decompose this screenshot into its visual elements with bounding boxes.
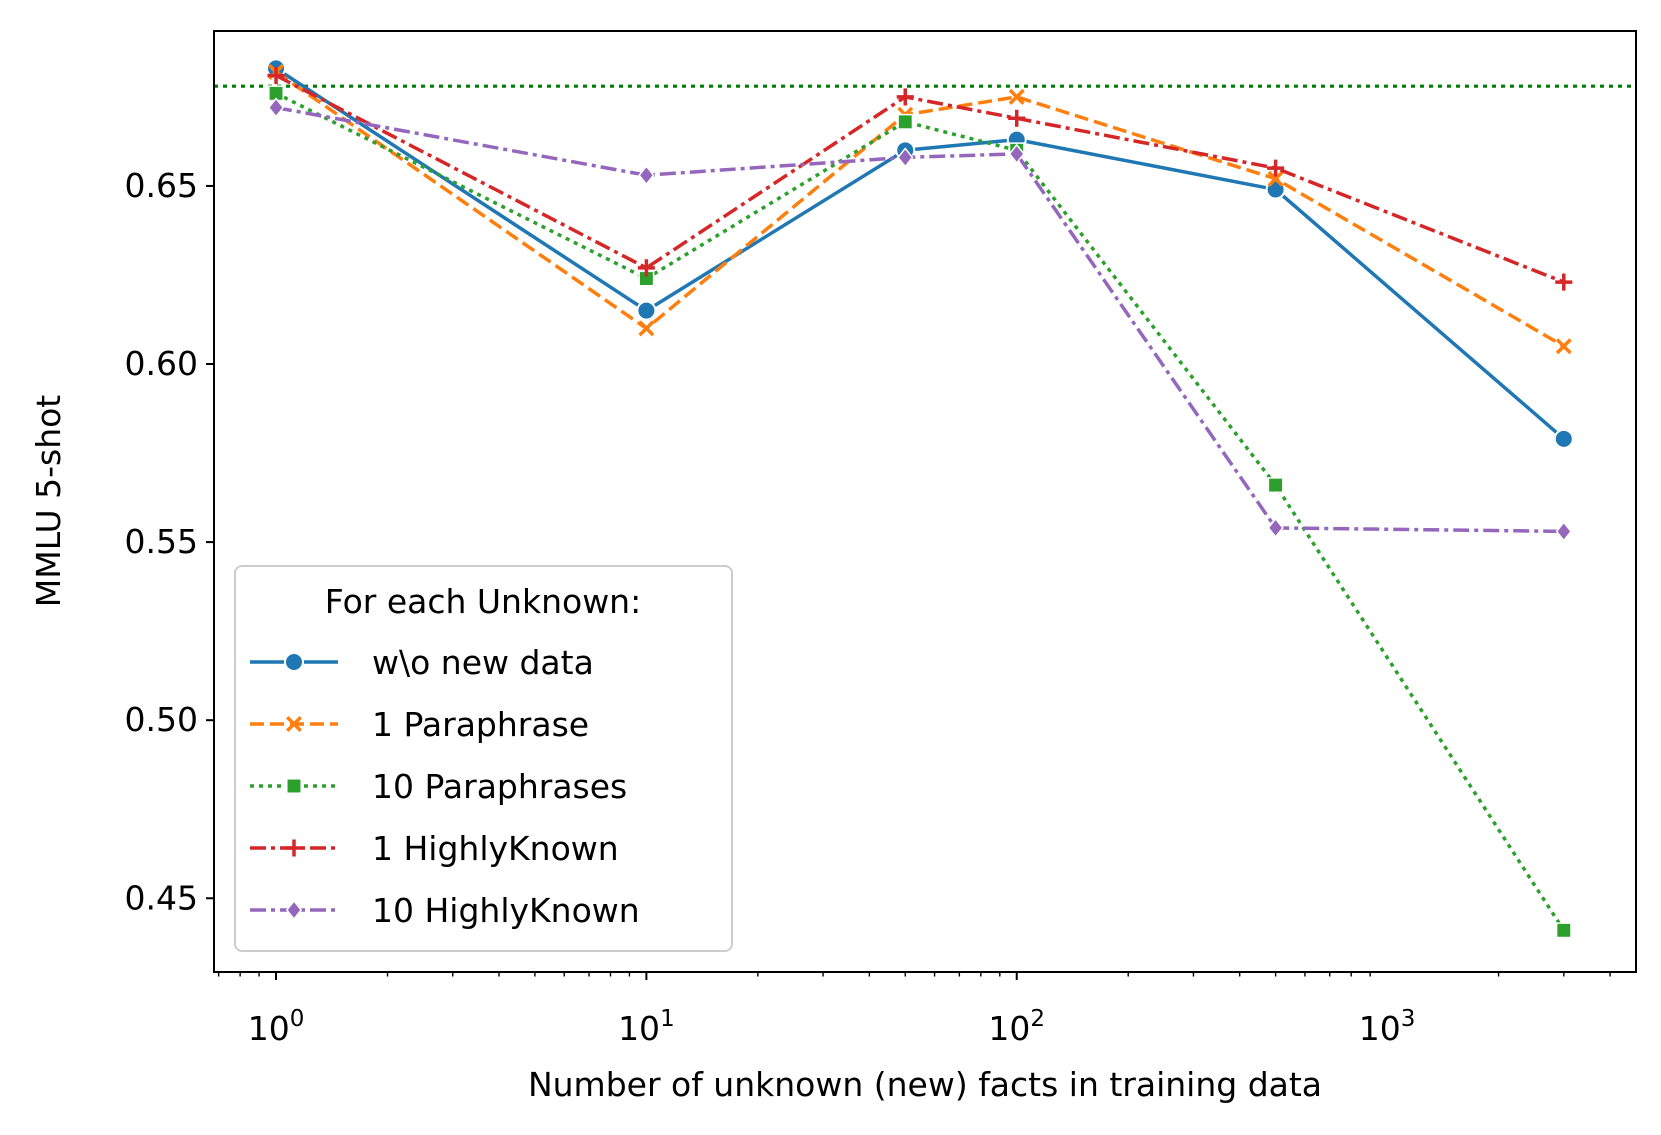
data-point — [1267, 517, 1284, 539]
y-tick-label: 0.55 — [125, 522, 198, 561]
legend-label: 10 Paraphrases — [372, 767, 627, 806]
plot-area — [214, 58, 1636, 939]
y-tick-label: 0.50 — [125, 700, 198, 739]
legend-label: w\o new data — [372, 643, 594, 682]
series-line — [275, 73, 1565, 284]
legend-marker — [286, 716, 302, 732]
y-tick-label: 0.60 — [125, 344, 198, 383]
data-point — [1555, 273, 1573, 291]
x-tick-label: 100 — [248, 1006, 305, 1048]
legend-entry-2: 10 Paraphrases — [250, 767, 627, 806]
legend-marker — [286, 778, 302, 794]
series-line — [275, 66, 1565, 441]
legend-entry-4: 10 HighlyKnown — [250, 891, 640, 930]
x-axis: 100 101 102 103 — [217, 972, 1611, 1048]
data-point — [1553, 428, 1574, 449]
data-point — [1555, 521, 1572, 542]
data-point — [896, 88, 914, 106]
legend-marker — [284, 652, 304, 672]
y-tick-label: 0.45 — [125, 878, 198, 917]
y-axis-label: MMLU 5-shot — [29, 395, 68, 608]
data-point — [267, 97, 285, 118]
x-tick-label: 103 — [1359, 1006, 1416, 1048]
data-point — [1267, 477, 1284, 494]
x-tick-label: 102 — [988, 1006, 1045, 1048]
data-point — [1267, 159, 1285, 177]
legend-label: 1 HighlyKnown — [372, 829, 619, 868]
data-point — [1555, 922, 1572, 939]
legend-label: 1 Paraphrase — [372, 705, 589, 744]
data-point — [636, 300, 657, 321]
data-point — [638, 320, 655, 337]
legend-entry-3: 1 HighlyKnown — [250, 829, 619, 868]
data-point — [1267, 170, 1284, 187]
legend-entry-0: w\o new data — [250, 643, 594, 682]
legend-entry-1: 1 Paraphrase — [250, 705, 589, 744]
data-point — [1008, 109, 1026, 127]
series-line — [275, 91, 1566, 932]
data-point — [638, 165, 655, 186]
data-point — [897, 147, 914, 168]
legend-title: For each Unknown: — [325, 582, 641, 621]
legend-box — [234, 565, 733, 952]
legend-entries: w\o new data 1 Paraphrase 10 Paraphrases 1 … — [250, 643, 640, 930]
series-line — [275, 70, 1565, 348]
series-line — [275, 105, 1564, 534]
y-tick-label: 0.65 — [125, 166, 198, 205]
plot-frame — [213, 30, 1637, 973]
data-point — [1008, 88, 1025, 105]
data-point — [267, 66, 285, 85]
data-point — [637, 259, 655, 277]
data-point — [1008, 143, 1025, 165]
y-axis: 0.45 0.50 0.55 0.60 0.65 — [125, 166, 214, 917]
series-4 — [267, 97, 1572, 542]
series-3 — [267, 66, 1573, 291]
x-axis-label: Number of unknown (new) facts in trainin… — [528, 1065, 1322, 1104]
legend-label: 10 HighlyKnown — [372, 891, 640, 930]
legend: For each Unknown: w\o new data 1 Paraphra… — [234, 565, 733, 952]
legend-marker — [285, 839, 303, 857]
data-point — [897, 113, 914, 130]
data-point — [1555, 338, 1572, 355]
x-tick-label: 101 — [618, 1006, 675, 1048]
legend-marker — [285, 899, 303, 921]
